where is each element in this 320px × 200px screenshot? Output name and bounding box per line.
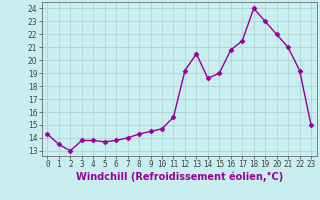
X-axis label: Windchill (Refroidissement éolien,°C): Windchill (Refroidissement éolien,°C) (76, 172, 283, 182)
